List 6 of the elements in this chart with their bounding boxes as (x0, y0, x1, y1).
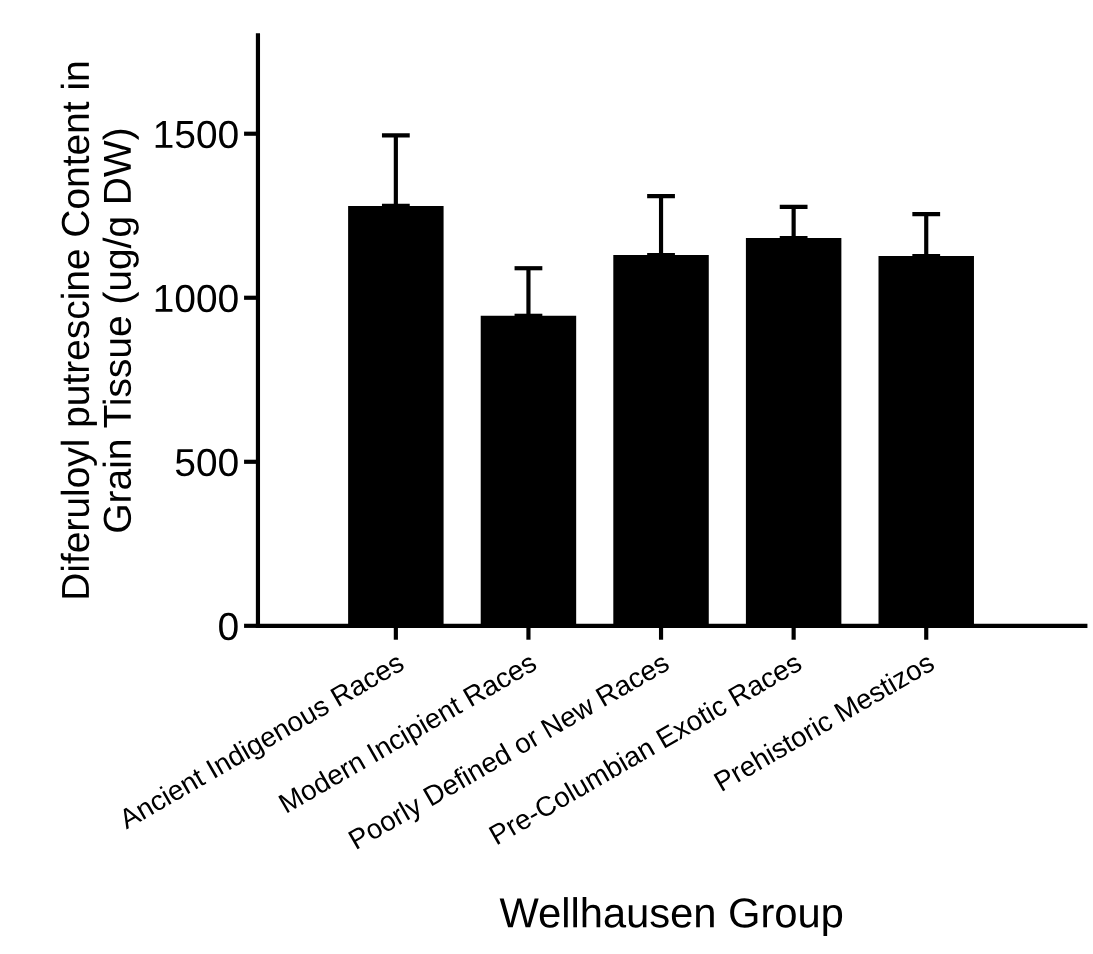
y-tick-label: 0 (219, 612, 238, 641)
y-axis-title: Diferuloyl putrescine Content in Grain Tissue (ug/g DW) (60, 62, 139, 598)
x-axis-title: Wellhausen Group (499, 897, 843, 936)
y-tick-label: 500 (175, 448, 238, 477)
y-tick-label: 1000 (155, 284, 238, 313)
y-tick-label: 1500 (155, 120, 238, 149)
